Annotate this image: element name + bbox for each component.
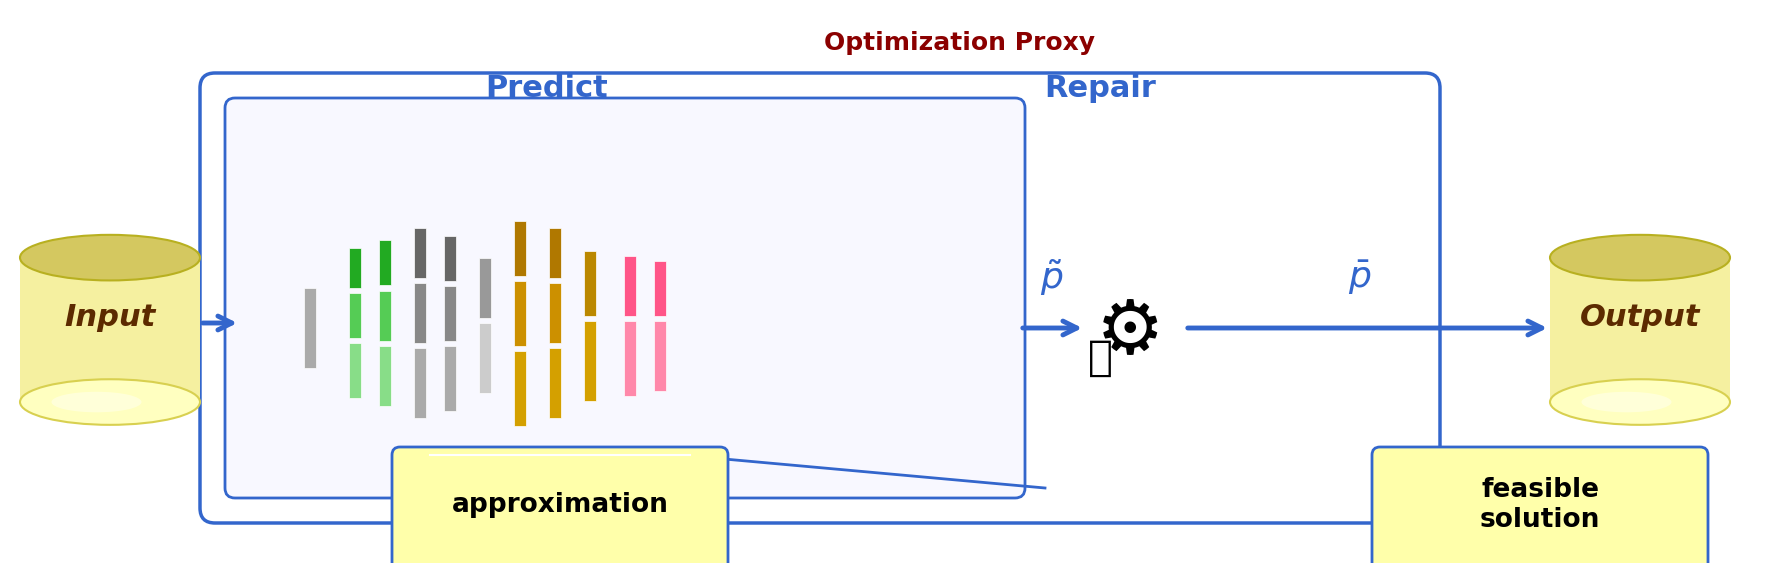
Bar — [624, 256, 636, 315]
Bar — [379, 291, 391, 341]
Text: Optimization Proxy: Optimization Proxy — [825, 31, 1095, 55]
Bar — [414, 283, 426, 343]
Text: $\tilde{p}$: $\tilde{p}$ — [1040, 258, 1064, 298]
Bar — [444, 285, 457, 341]
Bar — [654, 320, 666, 391]
FancyBboxPatch shape — [1372, 447, 1708, 563]
FancyBboxPatch shape — [226, 98, 1025, 498]
Text: $\bar{p}$: $\bar{p}$ — [1349, 259, 1372, 297]
Bar — [514, 280, 526, 346]
Bar — [414, 228, 426, 278]
Text: Predict: Predict — [485, 74, 608, 103]
Ellipse shape — [1550, 379, 1731, 425]
Bar — [514, 221, 526, 275]
Text: 🔧: 🔧 — [1088, 337, 1112, 379]
Polygon shape — [1550, 258, 1731, 402]
Bar — [348, 293, 361, 338]
Ellipse shape — [1582, 392, 1672, 412]
Bar — [585, 251, 595, 315]
FancyBboxPatch shape — [393, 447, 729, 563]
Bar — [379, 240, 391, 285]
Text: feasible
solution: feasible solution — [1480, 477, 1599, 533]
Bar — [348, 248, 361, 288]
Bar — [304, 288, 316, 368]
Bar — [514, 351, 526, 426]
Bar — [379, 346, 391, 405]
Ellipse shape — [52, 392, 142, 412]
Bar — [624, 320, 636, 395]
FancyBboxPatch shape — [201, 73, 1439, 523]
Bar — [549, 283, 562, 343]
Ellipse shape — [20, 379, 201, 425]
Ellipse shape — [20, 235, 201, 280]
Bar — [480, 258, 490, 318]
Bar — [654, 261, 666, 315]
Bar — [414, 348, 426, 418]
Bar — [585, 320, 595, 400]
Text: Output: Output — [1580, 303, 1701, 333]
Bar — [549, 348, 562, 418]
Ellipse shape — [1550, 235, 1731, 280]
Bar — [348, 343, 361, 398]
Bar — [444, 346, 457, 410]
Bar — [480, 323, 490, 393]
Bar — [444, 235, 457, 280]
Polygon shape — [20, 258, 201, 402]
Bar — [549, 228, 562, 278]
Text: Input: Input — [64, 303, 156, 333]
Text: Repair: Repair — [1045, 74, 1155, 103]
Text: approximation: approximation — [451, 492, 668, 518]
Text: ⚙: ⚙ — [1096, 296, 1164, 370]
